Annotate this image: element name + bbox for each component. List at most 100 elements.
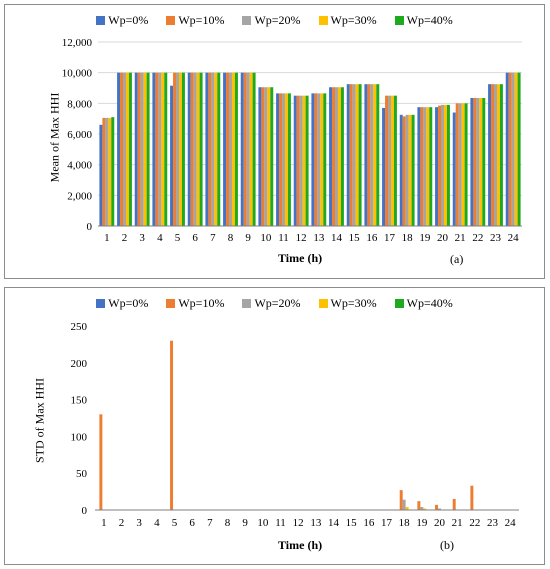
bar bbox=[140, 72, 144, 227]
bar bbox=[435, 504, 439, 510]
bar bbox=[267, 87, 271, 226]
bar bbox=[170, 85, 174, 226]
bar bbox=[282, 93, 285, 226]
bar bbox=[317, 93, 321, 226]
bar bbox=[311, 93, 315, 226]
legend-swatch bbox=[318, 16, 328, 25]
bar bbox=[364, 84, 368, 227]
bar bbox=[193, 72, 197, 227]
bar bbox=[214, 72, 218, 227]
y-tick-label: 150 bbox=[71, 395, 88, 407]
x-tick-label: 1 bbox=[104, 232, 110, 244]
bar bbox=[499, 84, 503, 227]
x-tick-label: 23 bbox=[487, 517, 499, 529]
bar bbox=[355, 84, 359, 227]
y-axis-label: Mean of Max HHI bbox=[47, 92, 62, 183]
bar bbox=[264, 87, 268, 226]
x-tick-label: 18 bbox=[399, 517, 411, 529]
bar bbox=[420, 107, 424, 226]
y-tick-label: 0 bbox=[87, 221, 93, 233]
legend-label: Wp=0% bbox=[108, 13, 149, 27]
legend-swatch bbox=[242, 299, 252, 308]
bar bbox=[261, 87, 265, 226]
bar bbox=[108, 117, 112, 226]
x-tick-label: 8 bbox=[228, 232, 234, 244]
bar bbox=[385, 95, 389, 227]
legend: Wp=0% Wp=10% Wp=20% Wp=30% Wp=40% bbox=[5, 13, 544, 28]
bar bbox=[120, 72, 124, 227]
y-tick-label: 4,000 bbox=[67, 160, 92, 172]
bar bbox=[323, 93, 327, 226]
x-tick-label: 5 bbox=[172, 517, 178, 529]
bar bbox=[435, 107, 439, 226]
bar bbox=[252, 72, 256, 227]
x-tick-label: 14 bbox=[331, 232, 343, 244]
bar bbox=[352, 84, 356, 227]
bar bbox=[470, 485, 474, 510]
legend-item: Wp=40% bbox=[394, 296, 453, 311]
bar bbox=[117, 72, 121, 227]
bar bbox=[105, 117, 109, 226]
x-tick-label: 11 bbox=[275, 517, 286, 529]
bar bbox=[270, 87, 274, 226]
bar bbox=[458, 103, 462, 226]
bar bbox=[258, 87, 262, 226]
bar bbox=[223, 72, 227, 227]
bar bbox=[305, 95, 309, 227]
legend-label: Wp=40% bbox=[406, 13, 453, 27]
x-tick-label: 24 bbox=[505, 517, 517, 529]
bar bbox=[134, 72, 138, 227]
bar bbox=[426, 107, 430, 226]
bar bbox=[178, 72, 182, 227]
bar bbox=[199, 72, 203, 227]
y-tick-label: 8,000 bbox=[67, 98, 92, 110]
x-tick-label: 4 bbox=[157, 232, 163, 244]
x-tick-label: 3 bbox=[136, 517, 142, 529]
y-tick-label: 250 bbox=[71, 321, 88, 333]
x-tick-label: 15 bbox=[346, 517, 358, 529]
legend-label: Wp=20% bbox=[254, 13, 301, 27]
legend-swatch bbox=[394, 16, 404, 25]
bar bbox=[476, 97, 480, 226]
x-tick-label: 13 bbox=[313, 232, 325, 244]
bar bbox=[382, 107, 386, 226]
bar bbox=[358, 84, 362, 227]
bar bbox=[314, 93, 318, 226]
bar bbox=[402, 116, 406, 226]
bar bbox=[405, 507, 409, 510]
bar bbox=[367, 84, 371, 227]
bar bbox=[408, 114, 412, 226]
bar bbox=[231, 72, 235, 227]
x-tick-label: 16 bbox=[366, 232, 378, 244]
bar bbox=[332, 87, 336, 226]
legend-label: Wp=0% bbox=[108, 296, 149, 310]
bar bbox=[464, 103, 468, 226]
x-tick-label: 18 bbox=[402, 232, 414, 244]
bar bbox=[441, 104, 444, 226]
bar bbox=[125, 72, 129, 227]
bar bbox=[296, 95, 300, 227]
x-tick-label: 11 bbox=[278, 232, 289, 244]
legend-label: Wp=10% bbox=[178, 13, 225, 27]
bar bbox=[420, 507, 424, 510]
legend-label: Wp=10% bbox=[178, 296, 225, 310]
y-tick-label: 50 bbox=[76, 468, 88, 480]
legend-item: Wp=10% bbox=[166, 296, 224, 311]
bar bbox=[452, 498, 456, 510]
bar bbox=[505, 72, 509, 227]
bar bbox=[123, 72, 126, 227]
bar bbox=[279, 93, 283, 226]
bar bbox=[438, 105, 442, 226]
x-tick-label: 2 bbox=[122, 232, 128, 244]
bar bbox=[438, 508, 441, 510]
bar bbox=[446, 104, 450, 226]
panel-tag: (b) bbox=[440, 538, 454, 552]
x-tick-label: 7 bbox=[210, 232, 216, 244]
bar bbox=[423, 508, 427, 510]
x-tick-label: 1 bbox=[101, 517, 107, 529]
x-tick-label: 9 bbox=[245, 232, 251, 244]
bar bbox=[102, 117, 106, 226]
y-axis-label: STD of Max HHI bbox=[32, 378, 47, 463]
